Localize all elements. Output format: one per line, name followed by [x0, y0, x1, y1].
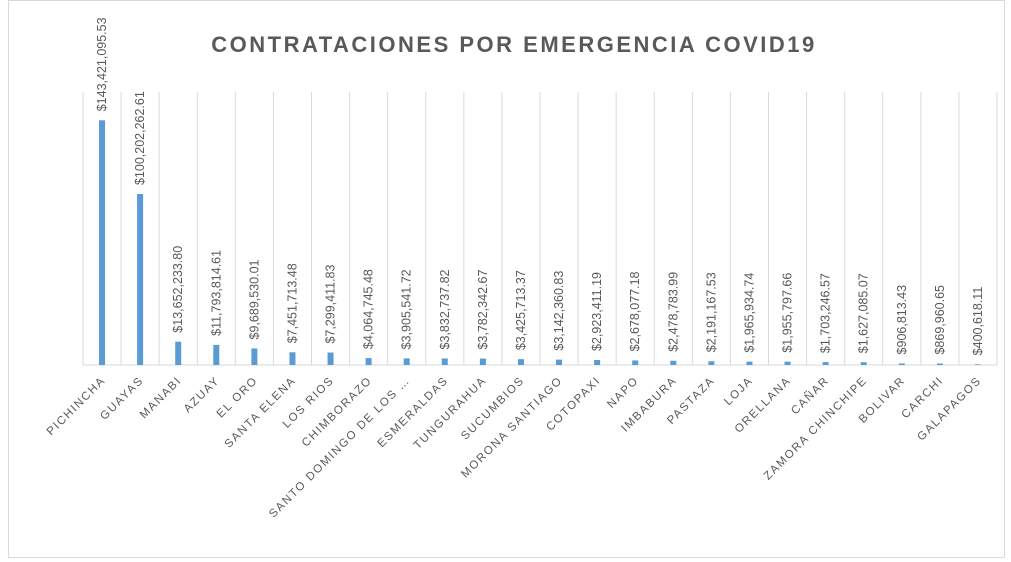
- data-label: $400,618.11: [971, 287, 985, 356]
- bar: [441, 358, 448, 365]
- bar: [213, 344, 220, 365]
- bar: [175, 341, 182, 365]
- data-label: $906,813.43: [895, 285, 909, 355]
- bar: [632, 360, 639, 365]
- bar: [479, 358, 486, 365]
- data-label: $2,191,167.53: [704, 272, 718, 352]
- data-label: $143,421,095.53: [95, 17, 109, 111]
- bar: [708, 361, 715, 365]
- bar: [251, 348, 258, 365]
- bar: [936, 363, 943, 365]
- chart-title: CONTRATACIONES POR EMERGENCIA COVID19: [211, 32, 816, 57]
- bar: [403, 358, 410, 365]
- data-label: $1,955,797.66: [781, 273, 795, 353]
- data-label: $4,064,745.48: [362, 269, 376, 349]
- data-label: $3,905,541.72: [400, 269, 414, 349]
- bar: [99, 120, 106, 366]
- data-label: $1,965,934.74: [742, 273, 756, 353]
- bar: [974, 364, 981, 365]
- data-label: $7,451,713.48: [285, 263, 299, 343]
- data-label: $100,202,262.61: [133, 91, 147, 185]
- bar: [860, 362, 867, 365]
- data-label: $9,689,530.01: [247, 259, 261, 339]
- data-label: $3,832,737.82: [438, 269, 452, 349]
- bar: [365, 358, 372, 365]
- data-label: $869,960.65: [933, 285, 947, 355]
- data-label: $2,678,077.18: [628, 271, 642, 351]
- data-label: $3,425,713.37: [514, 270, 528, 350]
- bar: [594, 360, 601, 365]
- data-label: $2,923,411.19: [590, 272, 604, 351]
- bar: [784, 361, 791, 365]
- data-label: $3,142,360.83: [552, 271, 566, 351]
- data-label: $13,652,233.80: [171, 246, 185, 333]
- bar: [137, 194, 144, 365]
- bar: [670, 360, 677, 365]
- bar: [327, 352, 334, 365]
- chart-border: [8, 0, 1005, 558]
- bar: [517, 359, 524, 365]
- bar: [822, 362, 829, 365]
- data-label: $2,478,783.99: [666, 272, 680, 352]
- data-label: $3,782,342.67: [476, 270, 490, 350]
- bar: [289, 352, 296, 365]
- bar: [898, 363, 905, 365]
- bar: [746, 361, 753, 365]
- data-label: $1,703,246.57: [819, 273, 833, 353]
- data-label: $11,793,814.61: [209, 250, 223, 336]
- data-label: $7,299,411.83: [324, 264, 338, 343]
- data-label: $1,627,085.07: [857, 273, 871, 353]
- bar: [556, 359, 563, 365]
